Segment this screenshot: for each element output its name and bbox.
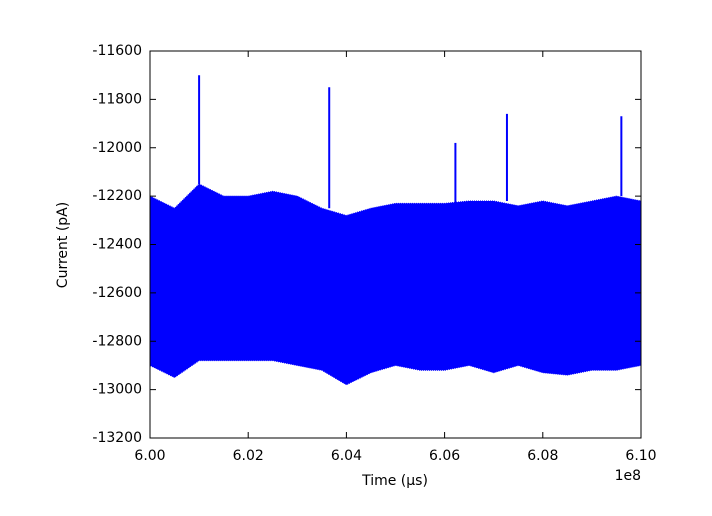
y-tick-label: -12200: [92, 188, 142, 204]
y-tick-label: -11800: [92, 91, 142, 107]
y-tick-label: -12600: [92, 285, 142, 301]
y-tick-label: -13000: [92, 382, 142, 398]
y-tick-label: -13200: [92, 430, 142, 446]
x-tick-label: 6.02: [233, 448, 264, 464]
y-axis-label: Current (pA): [55, 202, 71, 288]
y-tick-label: -12400: [92, 237, 142, 253]
x-tick-label: 6.00: [134, 448, 165, 464]
x-tick-label: 6.08: [527, 448, 558, 464]
x-tick-label: 6.10: [625, 448, 656, 464]
x-tick-label: 6.06: [429, 448, 460, 464]
y-tick-label: -12000: [92, 140, 142, 156]
x-axis-label: Time (μs): [361, 473, 428, 489]
x-tick-label: 6.04: [331, 448, 362, 464]
y-tick-label: -12800: [92, 333, 142, 349]
y-tick-label: -11600: [92, 43, 142, 59]
x-offset-label: 1e8: [615, 468, 641, 484]
current-band: [149, 183, 642, 386]
